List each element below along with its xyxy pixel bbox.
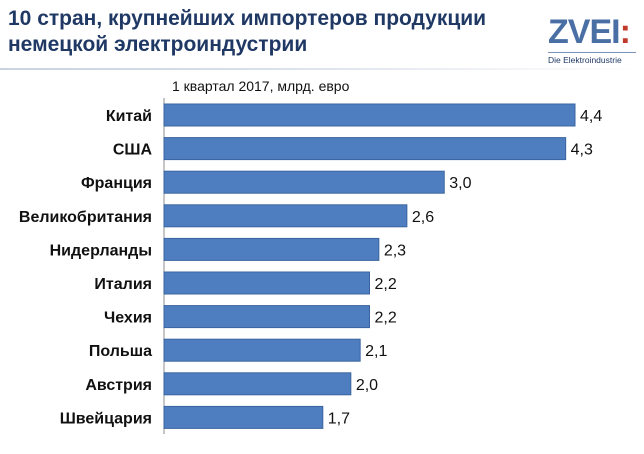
category-label-7: Польша <box>89 343 152 360</box>
category-label-8: Австрия <box>85 377 152 394</box>
chart-title-line-1: 10 стран, крупнейших импортеров продукци… <box>8 7 487 30</box>
value-label-2: 3,0 <box>449 175 471 192</box>
category-label-6: Чехия <box>104 310 152 327</box>
category-label-9: Швейцария <box>60 410 152 427</box>
logo-tagline: Die Elektroindustrie <box>548 55 622 65</box>
bar-4 <box>163 237 380 261</box>
header-divider <box>0 68 644 70</box>
logo-wordmark: ZVEI: <box>548 13 631 51</box>
bar-0 <box>163 103 576 127</box>
category-label-2: Франция <box>81 175 152 192</box>
value-label-7: 2,1 <box>365 343 387 360</box>
logo-rule <box>548 52 636 53</box>
bar-5 <box>163 271 370 295</box>
category-label-5: Италия <box>94 276 152 293</box>
bar-8 <box>163 372 352 396</box>
value-label-3: 2,6 <box>412 209 434 226</box>
category-label-0: Китай <box>106 108 152 125</box>
value-label-1: 4,3 <box>571 142 593 159</box>
bar-1 <box>163 137 567 161</box>
value-label-5: 2,2 <box>375 276 397 293</box>
category-label-3: Великобритания <box>19 209 152 226</box>
category-label-4: Нидерланды <box>50 242 152 259</box>
bar-7 <box>163 338 361 362</box>
chart-title-line-2: немецкой электроиндустрии <box>8 33 308 56</box>
value-label-6: 2,2 <box>375 310 397 327</box>
bar-3 <box>163 204 408 228</box>
value-label-0: 4,4 <box>580 108 602 125</box>
category-label-1: США <box>113 142 153 159</box>
zvei-logo: ZVEI: Die Elektroindustrie <box>548 14 638 70</box>
bar-6 <box>163 305 370 329</box>
value-label-8: 2,0 <box>356 377 378 394</box>
bar-2 <box>163 170 445 194</box>
value-label-9: 1,7 <box>328 410 350 427</box>
bar-9 <box>163 405 324 429</box>
chart-title: 10 стран, крупнейших импортеров продукци… <box>8 6 528 58</box>
value-label-4: 2,3 <box>384 242 406 259</box>
chart-subtitle: 1 квартал 2017, млрд. евро <box>172 78 350 94</box>
